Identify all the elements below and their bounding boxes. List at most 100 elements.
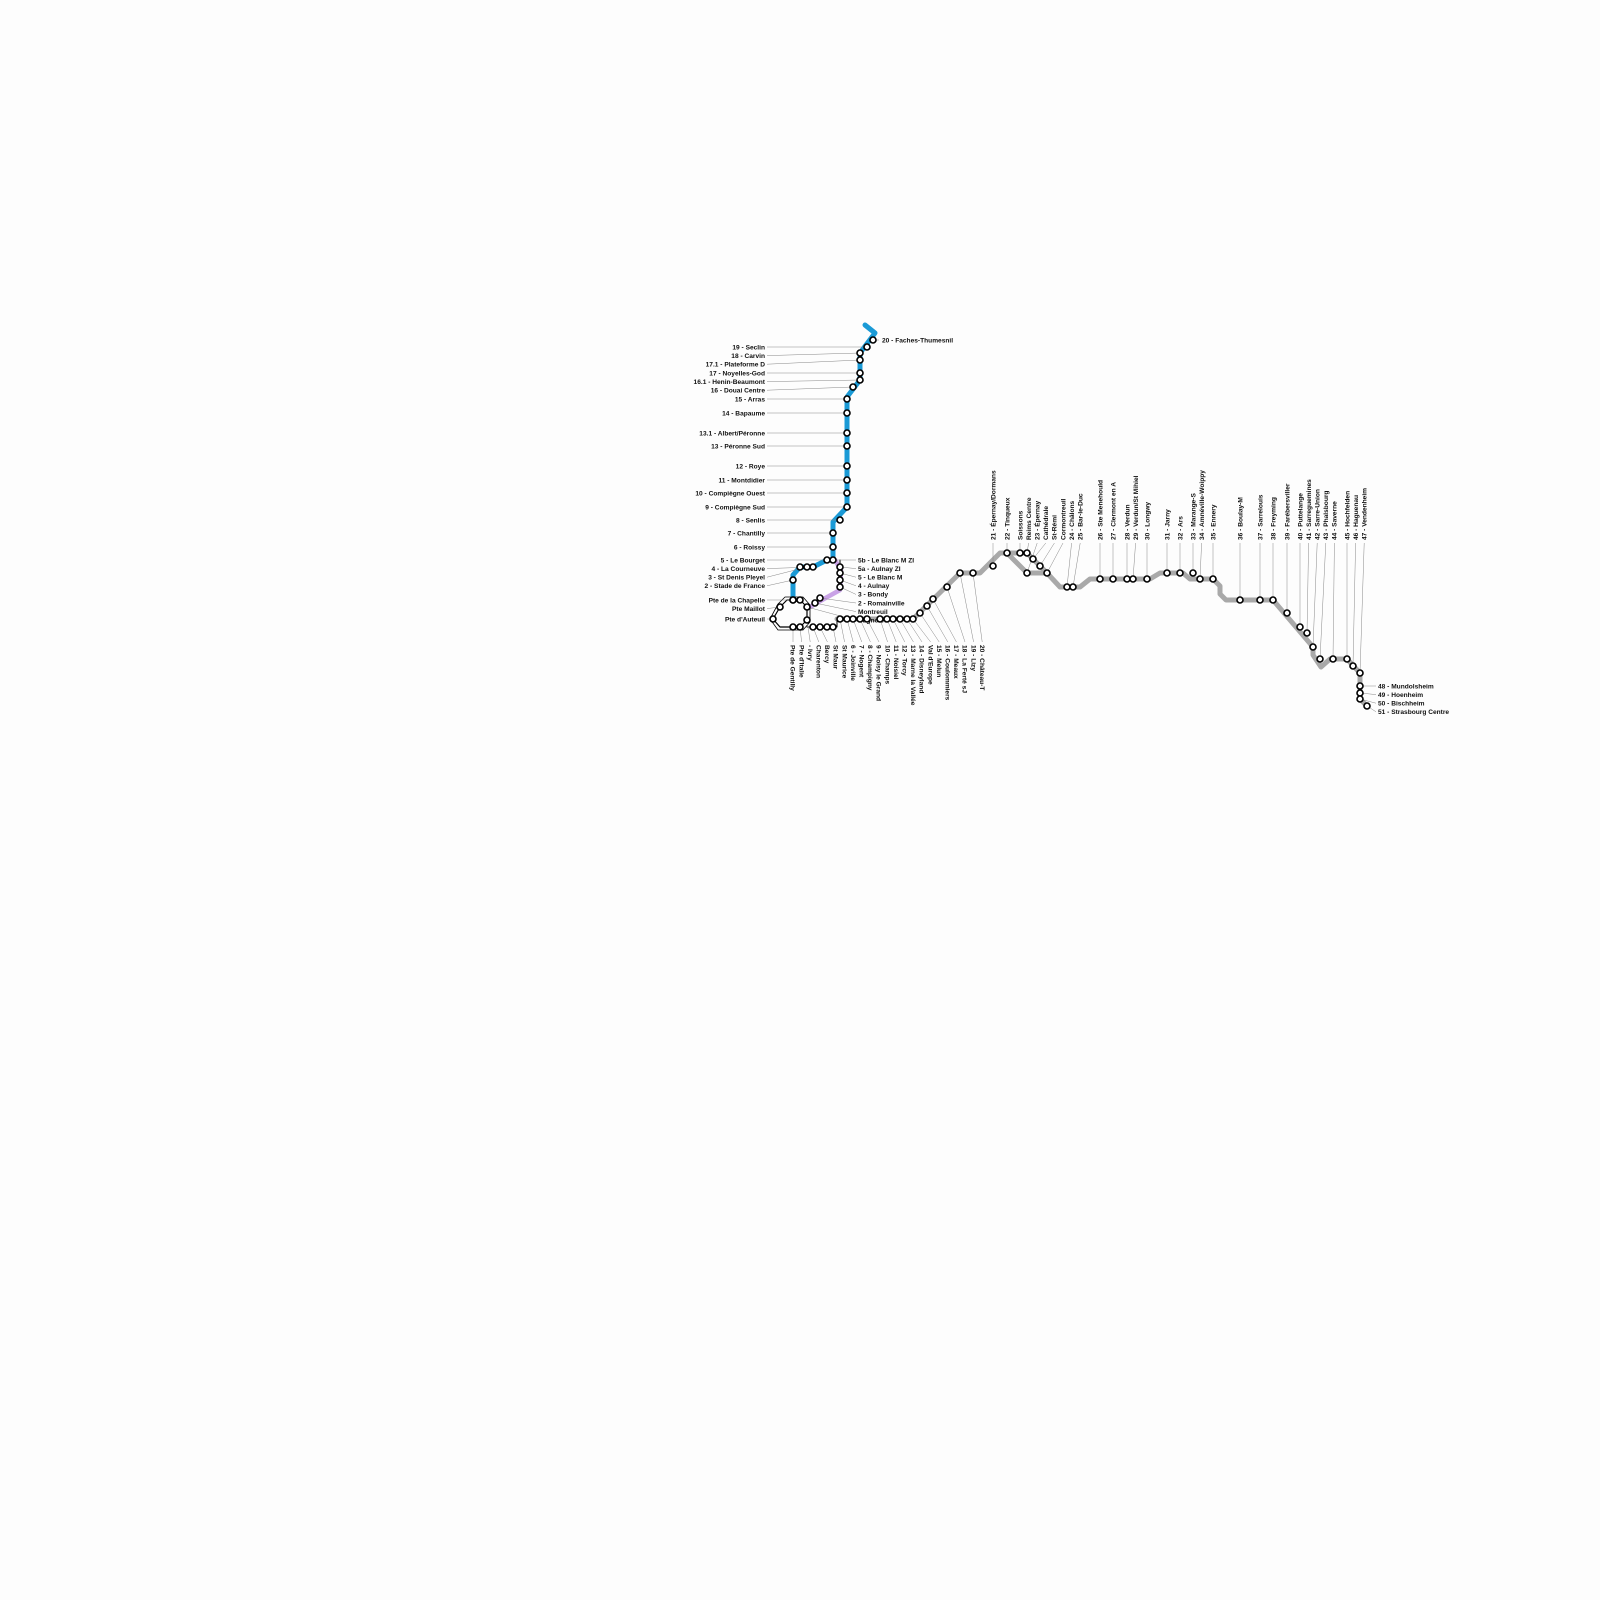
- station-marker[interactable]: [829, 529, 837, 537]
- station[interactable]: 28 - Verdun: [1123, 504, 1131, 583]
- station[interactable]: 5b - Le Blanc M ZI: [829, 556, 914, 564]
- station-marker[interactable]: [863, 343, 871, 351]
- station-marker[interactable]: [1316, 655, 1324, 663]
- station[interactable]: 13 - Marne la Vallée: [896, 615, 916, 706]
- station[interactable]: 3 - Bondy: [836, 583, 888, 599]
- station-marker[interactable]: [1096, 575, 1104, 583]
- station[interactable]: 5a - Aulnay ZI: [836, 563, 901, 573]
- station-marker[interactable]: [796, 563, 804, 571]
- station[interactable]: 15 - Melun: [916, 609, 942, 677]
- station-marker[interactable]: [843, 409, 851, 417]
- station-marker[interactable]: [856, 356, 864, 364]
- station-marker[interactable]: [823, 623, 831, 631]
- station-marker[interactable]: [1023, 549, 1031, 557]
- station-marker[interactable]: [843, 429, 851, 437]
- station[interactable]: 15 - Arras: [735, 395, 851, 403]
- station-marker[interactable]: [916, 609, 924, 617]
- station-marker[interactable]: [1303, 629, 1311, 637]
- station-marker[interactable]: [1069, 583, 1077, 591]
- station[interactable]: 33 - Marange-S: [1189, 492, 1197, 577]
- station[interactable]: Soissons: [1016, 510, 1024, 557]
- station-marker[interactable]: [816, 623, 824, 631]
- station[interactable]: Bercy: [816, 623, 830, 664]
- station-marker[interactable]: [843, 489, 851, 497]
- station-marker[interactable]: [1356, 682, 1364, 690]
- station-marker[interactable]: [849, 383, 857, 391]
- station[interactable]: 16 - Douai Centre: [711, 383, 857, 395]
- station[interactable]: 17 - Noyelles-God: [709, 369, 864, 377]
- station[interactable]: St Maur: [829, 623, 839, 670]
- station[interactable]: [823, 623, 831, 631]
- station[interactable]: Val d'Europe: [909, 615, 933, 685]
- station-marker[interactable]: [789, 596, 797, 604]
- station-marker[interactable]: [836, 563, 844, 571]
- station[interactable]: 39 - Farébersviller: [1283, 483, 1291, 617]
- station[interactable]: 5 - Le Bourget: [721, 556, 831, 564]
- station-marker[interactable]: [796, 623, 804, 631]
- station[interactable]: [796, 596, 804, 604]
- station[interactable]: 18 - Carvin: [731, 349, 864, 360]
- station-marker[interactable]: [1023, 569, 1031, 577]
- station-marker[interactable]: [796, 596, 804, 604]
- station[interactable]: Pte d'Auteuil: [725, 615, 777, 623]
- station-marker[interactable]: [829, 623, 837, 631]
- station[interactable]: 7 - Chantilly: [728, 529, 837, 537]
- station-marker[interactable]: [856, 615, 864, 623]
- station-marker[interactable]: [856, 349, 864, 357]
- station[interactable]: 21 - Épernay/Dormans: [988, 470, 997, 570]
- station-marker[interactable]: [1349, 662, 1357, 670]
- station[interactable]: 2 - Romainville: [816, 594, 905, 607]
- station[interactable]: - Ivry: [803, 616, 813, 661]
- station[interactable]: 48 - Mundolsheim: [1356, 682, 1434, 690]
- station[interactable]: 12 - Torcy: [889, 615, 908, 676]
- station-marker[interactable]: [1163, 569, 1171, 577]
- station-marker[interactable]: [1109, 575, 1117, 583]
- station-marker[interactable]: [883, 615, 891, 623]
- station-marker[interactable]: [836, 516, 844, 524]
- station-marker[interactable]: [816, 594, 824, 602]
- station-marker[interactable]: [1143, 575, 1151, 583]
- station[interactable]: 36 - Boulay-M: [1236, 497, 1244, 604]
- station[interactable]: 16.1 - Henin-Beaumont: [694, 376, 864, 386]
- station[interactable]: 8 - Senlis: [736, 516, 844, 524]
- station-marker[interactable]: [1236, 596, 1244, 604]
- station[interactable]: 16 - Coulommiers: [923, 602, 951, 701]
- station-marker[interactable]: [1343, 655, 1351, 663]
- station[interactable]: 7 - Nogent: [849, 615, 865, 678]
- station-marker[interactable]: [903, 615, 911, 623]
- station[interactable]: 49 - Hoenheim: [1356, 689, 1423, 699]
- station-marker[interactable]: [1176, 569, 1184, 577]
- station[interactable]: 3 - St Denis Pleyel: [708, 563, 811, 582]
- station[interactable]: Charenton: [809, 623, 822, 678]
- station[interactable]: 25 - Bar-le-Duc: [1069, 493, 1085, 591]
- station-marker[interactable]: [843, 462, 851, 470]
- station-marker[interactable]: [969, 569, 977, 577]
- station-marker[interactable]: [836, 615, 844, 623]
- station-marker[interactable]: [889, 615, 897, 623]
- station-marker[interactable]: [1269, 596, 1277, 604]
- station-marker[interactable]: [843, 503, 851, 511]
- station-marker[interactable]: [1123, 575, 1131, 583]
- station[interactable]: 26 - Ste Menehould: [1096, 480, 1104, 583]
- station[interactable]: 14 - Bapaume: [722, 409, 851, 417]
- station[interactable]: 35 - Ennery: [1209, 504, 1217, 583]
- station-marker[interactable]: [863, 615, 871, 623]
- station[interactable]: Reims Centre: [1023, 497, 1033, 557]
- station-marker[interactable]: [989, 562, 997, 570]
- station[interactable]: 8 - Champigny: [856, 615, 873, 691]
- station[interactable]: St-Rémi: [1036, 515, 1059, 570]
- station-marker[interactable]: [789, 576, 797, 584]
- station[interactable]: 12 - Roye: [736, 462, 851, 470]
- station[interactable]: 20 - Château-T: [969, 569, 985, 690]
- station[interactable]: 17 - Meaux: [929, 595, 959, 679]
- station-marker[interactable]: [811, 599, 819, 607]
- station[interactable]: 2 - Stade de France: [705, 576, 797, 590]
- station-marker[interactable]: [809, 563, 817, 571]
- station[interactable]: 5 - Le Blanc M: [836, 569, 903, 582]
- station[interactable]: 44 - Saverne: [1329, 501, 1339, 663]
- station-marker[interactable]: [849, 615, 857, 623]
- station[interactable]: Pte de Gentilly: [789, 623, 797, 691]
- station[interactable]: 41 - Sarreguemines: [1303, 479, 1313, 637]
- station-marker[interactable]: [856, 376, 864, 384]
- station-marker[interactable]: [1029, 555, 1037, 563]
